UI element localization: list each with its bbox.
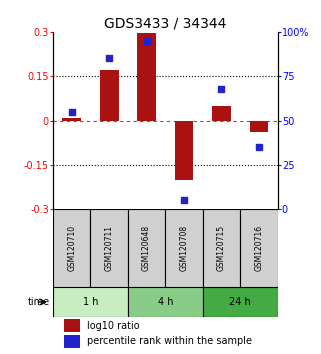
Bar (165, 209, 203, 287)
Text: 4 h: 4 h (158, 297, 173, 307)
Bar (64, 319, 80, 332)
Bar (175, 120, 193, 179)
Bar (212, 106, 231, 120)
Point (144, 38, 149, 44)
Bar (240, 209, 278, 287)
Text: 24 h: 24 h (229, 297, 251, 307)
Title: GDS3433 / 34344: GDS3433 / 34344 (104, 17, 227, 31)
Bar (128, 209, 165, 287)
Point (107, 56, 112, 61)
Text: GSM120648: GSM120648 (142, 225, 151, 271)
Point (181, 198, 187, 203)
Bar (91, 209, 128, 287)
Text: log10 ratio: log10 ratio (87, 320, 139, 331)
Text: time: time (28, 297, 50, 307)
Point (219, 86, 224, 91)
Text: GSM120716: GSM120716 (255, 225, 264, 271)
Bar (250, 120, 268, 132)
Point (256, 144, 262, 150)
Text: percentile rank within the sample: percentile rank within the sample (87, 337, 252, 347)
Text: GSM120715: GSM120715 (217, 225, 226, 271)
Bar (62, 118, 81, 120)
Bar (203, 287, 278, 317)
Bar (100, 70, 118, 120)
Point (69, 109, 74, 114)
Bar (53, 209, 91, 287)
Text: GSM120708: GSM120708 (179, 225, 188, 271)
Text: GSM120711: GSM120711 (105, 225, 114, 271)
Text: GSM120710: GSM120710 (67, 225, 76, 271)
Bar (203, 209, 240, 287)
Bar (128, 287, 203, 317)
Bar (53, 287, 128, 317)
Text: 1 h: 1 h (83, 297, 98, 307)
Bar (64, 335, 80, 348)
Bar (137, 33, 156, 120)
